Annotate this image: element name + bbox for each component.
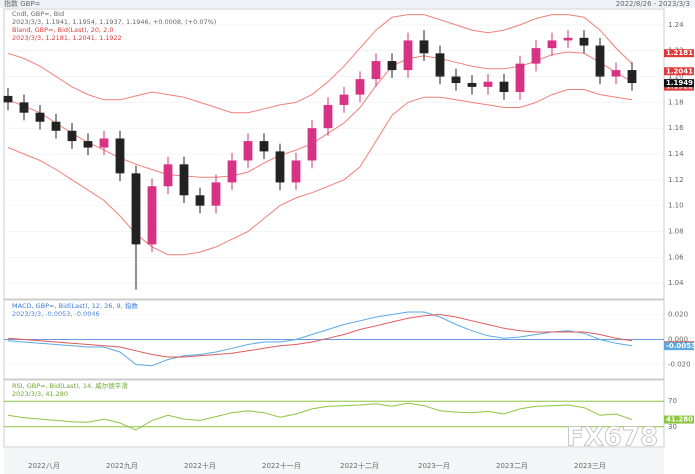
x-axis-bar [4,448,664,474]
candle-body [83,141,93,148]
price-tag [664,415,694,424]
y-tick-label: 1.18 [668,98,684,106]
candle-body [611,70,621,77]
price-tag-label: 1.1949 [666,79,693,87]
candle-body [51,121,61,131]
y-tick-label: 1.24 [668,21,684,29]
price-tag [664,342,694,351]
chart-title: 指数 GBP= [4,0,41,8]
candle-body [403,40,413,71]
candle-body [579,37,589,46]
legend-text: RSI, GBP=, Bid(Last), 14, 威尔德平滑 [12,381,128,390]
price-tag-label: 1.2041 [666,67,693,75]
band-line [7,89,633,256]
y-tick-label: 0.000 [668,336,688,344]
candle-body [547,40,557,49]
candle-body [355,79,365,95]
top-bar [0,0,695,8]
legend-text: 2023/3/3, -0.0053, -0.0046 [12,310,100,318]
legend-text: Bland, GBP=, Bid(Last), 20, 2.0 [12,26,114,34]
y-tick-label: 1.14 [668,150,684,158]
candle-body [243,141,253,161]
watermark: FX678 [566,423,658,453]
date-range: 2022/8/26 - 2023/3/3 [616,0,690,8]
candle-body [3,95,13,103]
candle-body [227,160,237,183]
candle-body [291,160,301,183]
y-tick-label: 1.04 [668,279,684,287]
candle-body [467,83,477,87]
series-line [7,402,633,431]
y-tick-label: 1.06 [668,253,684,261]
legend-text: 2023/3/3, 41.280 [12,390,68,398]
candle-body [131,173,141,245]
price-tag [664,67,694,76]
candle-body [163,164,173,187]
x-tick-label: 2023二月 [496,462,528,470]
y-tick-label: 1.16 [668,124,684,132]
candle-body [195,195,205,206]
x-tick-label: 2023一月 [418,462,450,470]
candle-body [387,61,397,71]
band-line [7,51,633,178]
candle-body [67,130,77,142]
x-tick-label: 2023三月 [574,462,606,470]
price-tag-label: 41.280 [666,416,693,424]
candle-body [19,102,29,113]
x-tick-label: 2022十月 [184,461,216,470]
y-tick-label: 70 [668,397,677,405]
legend-text: 2023/3/3, 1.2181, 1.2041, 1.1922 [12,34,122,42]
candle-body [211,182,221,206]
series-line [7,313,633,358]
legend-text: Cndl, GBP=, Bid [12,10,64,18]
candle-body [99,138,109,148]
y-tick-label: 0.020 [668,311,688,319]
candle-body [499,81,509,93]
candle-body [323,104,333,129]
candle-body [307,128,317,161]
legend-text: 2023/3/3, 1.1941, 1.1954, 1.1937, 1.1946… [12,18,216,26]
candle-body [259,141,269,152]
price-tag-label: -0.0053 [666,342,695,350]
candle-body [515,63,525,93]
candle-body [483,81,493,87]
x-tick-label: 2022十二月 [340,461,379,470]
price-tag [664,79,694,88]
candle-body [595,45,605,77]
candle-body [371,61,381,80]
candle-body [275,151,285,183]
candle-body [435,53,445,77]
candle-body [115,138,125,174]
x-tick-label: 2022十一月 [262,461,301,470]
candle-body [531,48,541,64]
y-tick-label: 1.12 [668,176,684,184]
x-tick-label: 2022九月 [106,461,138,470]
y-tick-label: 1.20 [668,73,684,81]
candle-body [419,40,429,54]
x-tick-label: 2022八月 [28,462,60,470]
y-tick-label: 1.10 [668,202,684,210]
legend-text: MACD, GBP=, Bid(Last), 12, 26, 9, 指数 [12,301,138,310]
candle-body [179,164,189,196]
candle-body [563,37,573,41]
y-tick-label: 30 [668,423,677,431]
y-tick-label: 1.08 [668,227,684,235]
candle-body [627,70,637,83]
series-line [7,311,633,367]
price-tag [664,49,694,58]
rsi-panel [3,379,665,448]
price-tag-label: 1.2181 [666,49,693,57]
candle-body [339,94,349,105]
band-line [7,14,633,114]
y-tick-label: -0.020 [668,361,691,369]
candle-body [147,186,157,245]
candle-body [451,76,461,83]
candle-body [35,112,45,122]
